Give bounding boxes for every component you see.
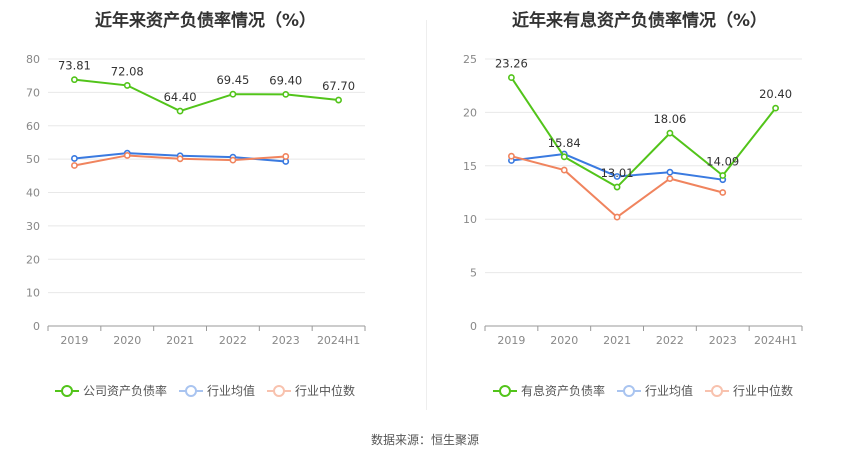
data-point bbox=[772, 104, 779, 112]
legend-label: 公司资产负债率 bbox=[83, 384, 168, 398]
y-tick-label: 80 bbox=[26, 53, 40, 66]
legend-label: 行业均值 bbox=[207, 384, 256, 398]
x-tick-label: 2022 bbox=[219, 334, 247, 347]
data-label: 15.84 bbox=[548, 136, 581, 150]
data-point bbox=[123, 152, 131, 159]
legend-label: 行业均值 bbox=[645, 384, 694, 398]
data-point bbox=[176, 107, 184, 115]
data-label: 64.40 bbox=[164, 90, 197, 104]
data-point bbox=[560, 166, 568, 174]
data-label: 20.40 bbox=[759, 87, 792, 101]
y-tick-label: 60 bbox=[26, 120, 40, 133]
y-tick-label: 25 bbox=[463, 53, 477, 66]
left-chart-title: 近年来资产负债率情况（%） bbox=[95, 11, 317, 31]
data-point bbox=[613, 173, 621, 180]
data-label: 69.45 bbox=[216, 73, 249, 87]
y-tick-label: 0 bbox=[470, 320, 477, 333]
y-tick-label: 50 bbox=[26, 153, 40, 166]
legend-item-industry-mean[interactable]: 行业均值 bbox=[617, 382, 693, 399]
panel-divider bbox=[426, 20, 427, 410]
legend-line-marker-icon bbox=[705, 384, 730, 397]
left-legend: 公司资产负债率 行业均值 行业中位数 bbox=[55, 382, 367, 399]
legend-line-marker-icon bbox=[179, 384, 204, 397]
legend-line-marker-icon bbox=[267, 384, 292, 397]
series-line-0 bbox=[74, 78, 339, 113]
data-point bbox=[719, 189, 727, 196]
debt-ratio-chart: 0 10 20 30 40 50 60 70 80 2019 2020 2021 2022 2023 202… bbox=[26, 53, 366, 347]
data-label: 14.09 bbox=[706, 155, 739, 169]
y-tick-label: 30 bbox=[26, 220, 40, 233]
x-tick-label: 2022 bbox=[656, 334, 684, 347]
x-tick-label: 2023 bbox=[709, 334, 737, 347]
data-label: 73.81 bbox=[58, 59, 91, 73]
x-tick-label: 2021 bbox=[603, 334, 631, 347]
data-label: 67.70 bbox=[322, 79, 355, 93]
data-label: 23.26 bbox=[495, 57, 528, 71]
data-source-note: 数据来源：恒生聚源 bbox=[370, 433, 479, 447]
x-tick-label: 2020 bbox=[113, 334, 141, 347]
y-tick-label: 20 bbox=[463, 106, 477, 119]
legend-line-marker-icon bbox=[55, 384, 79, 397]
legend-label: 行业中位数 bbox=[733, 384, 794, 398]
x-tick-label: 2020 bbox=[550, 334, 578, 347]
x-tick-label: 2023 bbox=[272, 334, 300, 347]
data-point bbox=[666, 175, 674, 183]
data-point bbox=[71, 155, 78, 162]
legend-item-company[interactable]: 有息资产负债率 bbox=[493, 382, 605, 399]
y-tick-label: 40 bbox=[26, 187, 40, 200]
y-tick-label: 15 bbox=[463, 160, 477, 173]
data-point bbox=[229, 156, 237, 164]
interest-debt-ratio-chart: 0 5 10 15 20 25 2019 2020 2021 2022 2023 2024H1 23.2… bbox=[463, 53, 803, 347]
legend-label: 行业中位数 bbox=[295, 384, 356, 398]
data-point bbox=[229, 90, 237, 98]
y-tick-label: 5 bbox=[470, 267, 477, 280]
y-tick-label: 10 bbox=[463, 213, 477, 226]
x-tick-label: 2024H1 bbox=[754, 334, 797, 347]
data-point bbox=[282, 153, 290, 160]
legend-line-marker-icon bbox=[617, 384, 642, 397]
series-line-0 bbox=[510, 77, 777, 189]
legend-item-company[interactable]: 公司资产负债率 bbox=[55, 382, 167, 399]
data-point bbox=[335, 96, 342, 104]
data-point bbox=[71, 76, 78, 84]
y-tick-label: 20 bbox=[26, 253, 40, 266]
y-tick-label: 70 bbox=[26, 86, 40, 99]
data-point bbox=[176, 155, 184, 163]
data-point bbox=[613, 183, 621, 191]
data-point bbox=[508, 74, 515, 81]
x-tick-label: 2024H1 bbox=[317, 334, 360, 347]
legend-line-marker-icon bbox=[493, 384, 517, 397]
data-point bbox=[719, 172, 727, 179]
x-tick-label: 2019 bbox=[60, 334, 88, 347]
data-point bbox=[71, 162, 78, 169]
data-point bbox=[666, 129, 674, 137]
data-point bbox=[508, 152, 515, 160]
right-chart-title: 近年来有息资产负债率情况（%） bbox=[512, 11, 768, 31]
legend-label: 有息资产负债率 bbox=[521, 384, 606, 398]
data-label: 72.08 bbox=[111, 64, 144, 78]
data-point bbox=[123, 82, 131, 89]
data-label: 69.40 bbox=[269, 73, 302, 87]
legend-item-industry-mean[interactable]: 行业均值 bbox=[179, 382, 255, 399]
y-tick-label: 10 bbox=[26, 287, 40, 300]
data-point bbox=[282, 90, 290, 98]
legend-item-industry-median[interactable]: 行业中位数 bbox=[705, 382, 793, 399]
data-point bbox=[666, 168, 674, 176]
y-tick-label: 0 bbox=[33, 320, 40, 333]
data-point bbox=[613, 213, 621, 221]
data-point bbox=[560, 153, 568, 161]
data-label: 18.06 bbox=[653, 112, 686, 126]
x-tick-label: 2021 bbox=[166, 334, 194, 347]
data-label: 13.01 bbox=[601, 166, 634, 180]
right-legend: 有息资产负债率 行业均值 行业中位数 bbox=[493, 382, 805, 399]
x-tick-label: 2019 bbox=[497, 334, 525, 347]
legend-item-industry-median[interactable]: 行业中位数 bbox=[267, 382, 355, 399]
